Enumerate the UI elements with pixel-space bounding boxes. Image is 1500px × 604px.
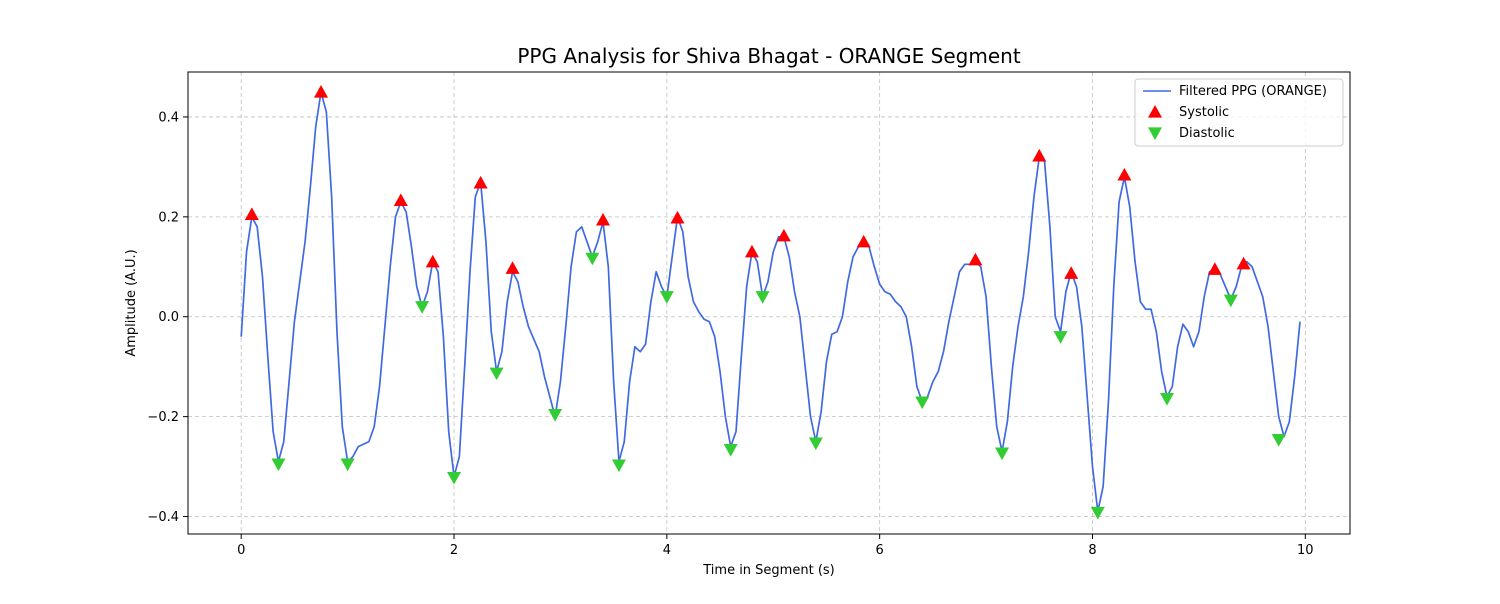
x-tick-label: 2 xyxy=(450,543,458,558)
systolic-marker xyxy=(425,254,440,268)
diastolic-marker xyxy=(723,443,738,457)
systolic-marker xyxy=(1236,256,1251,270)
diastolic-marker xyxy=(1053,331,1068,344)
systolic-marker xyxy=(1207,262,1222,275)
diastolic-marker xyxy=(447,471,462,485)
x-tick-label: 8 xyxy=(1088,543,1096,558)
systolic-marker xyxy=(473,175,488,189)
diastolic-marker xyxy=(915,396,930,410)
x-tick-label: 0 xyxy=(237,543,245,558)
legend: Filtered PPG (ORANGE) Systolic Diastolic xyxy=(1134,78,1344,147)
y-tick-label: 0.4 xyxy=(158,110,179,125)
legend-box xyxy=(1134,78,1344,147)
systolic-marker xyxy=(1032,148,1047,162)
systolic-marker xyxy=(670,210,685,224)
diastolic-marker xyxy=(548,409,563,422)
legend-swatch-diastolic xyxy=(1148,127,1162,140)
systolic-marker xyxy=(776,228,791,242)
chart-title: PPG Analysis for Shiva Bhagat - ORANGE S… xyxy=(517,44,1020,68)
systolic-marker xyxy=(596,212,610,226)
y-tick-label: 0.2 xyxy=(158,210,179,225)
diastolic-marker xyxy=(340,458,355,472)
systolic-marker xyxy=(1117,167,1132,181)
diastolic-marker xyxy=(611,459,626,473)
diastolic-marker xyxy=(659,291,674,304)
diastolic-marker xyxy=(1271,434,1286,447)
diastolic-marker xyxy=(808,437,823,451)
legend-swatch-systolic xyxy=(1148,105,1162,118)
systolic-marker xyxy=(244,207,259,220)
x-axis-label: Time in Segment (s) xyxy=(702,563,834,578)
diastolic-marker xyxy=(585,252,600,266)
systolic-marker xyxy=(393,193,408,206)
systolic-marker xyxy=(856,234,871,248)
diastolic-marker xyxy=(1090,506,1105,520)
diastolic-marker xyxy=(489,367,504,381)
plot-area xyxy=(240,84,1301,520)
diastolic-marker xyxy=(1159,393,1174,406)
systolic-marker xyxy=(505,261,520,274)
diastolic-marker xyxy=(995,447,1010,461)
systolic-marker xyxy=(1064,266,1079,279)
axis-ticks: 0 2 4 6 8 10 −0.4 −0.2 0.0 0.2 0.4 xyxy=(147,110,1313,558)
x-tick-label: 4 xyxy=(663,543,671,558)
axes-frame xyxy=(187,71,1351,535)
y-axis-label: Amplitude (A.U.) xyxy=(124,249,139,356)
diastolic-marker xyxy=(271,458,286,472)
legend-label-systolic: Systolic xyxy=(1179,105,1229,120)
diastolic-marker xyxy=(755,291,770,304)
legend-label-diastolic: Diastolic xyxy=(1179,126,1235,141)
systolic-marker xyxy=(314,84,329,98)
systolic-marker xyxy=(744,244,759,258)
legend-label-filtered-ppg: Filtered PPG (ORANGE) xyxy=(1179,84,1327,99)
diastolic-marker xyxy=(1223,294,1238,308)
x-tick-label: 6 xyxy=(876,543,884,558)
diastolic-marker xyxy=(415,301,430,314)
systolic-marker xyxy=(968,252,983,266)
x-tick-label: 10 xyxy=(1297,543,1314,558)
y-tick-label: −0.2 xyxy=(147,410,179,425)
y-tick-label: −0.4 xyxy=(147,510,179,525)
y-tick-label: 0.0 xyxy=(158,310,179,325)
